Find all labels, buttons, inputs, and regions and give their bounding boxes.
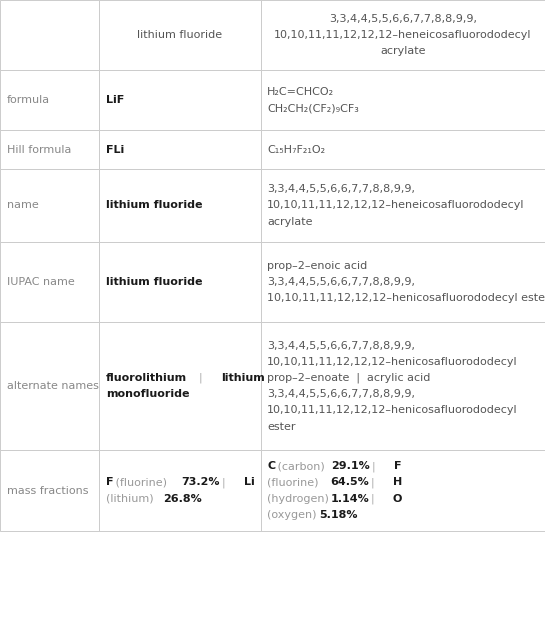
Text: acrylate: acrylate	[380, 46, 426, 56]
Text: FLi: FLi	[106, 144, 124, 155]
Bar	[99, 130, 261, 169]
Text: lithium fluoride: lithium fluoride	[137, 30, 222, 40]
Text: |: |	[192, 373, 210, 383]
Bar	[261, 450, 545, 531]
Text: 1.14%: 1.14%	[331, 494, 370, 503]
Bar	[99, 450, 261, 531]
Text: F: F	[106, 478, 113, 487]
Text: 3,3,4,4,5,5,6,6,7,7,8,8,9,9,: 3,3,4,4,5,5,6,6,7,7,8,8,9,9,	[267, 389, 415, 399]
Text: 3,3,4,4,5,5,6,6,7,7,8,8,9,9,: 3,3,4,4,5,5,6,6,7,7,8,8,9,9,	[267, 341, 415, 351]
Text: C: C	[267, 462, 275, 471]
Text: lithium fluoride: lithium fluoride	[106, 277, 202, 287]
Text: |: |	[215, 477, 233, 487]
Bar	[99, 322, 261, 450]
Text: CH₂CH₂(CF₂)₉CF₃: CH₂CH₂(CF₂)₉CF₃	[267, 103, 359, 113]
Bar	[261, 242, 545, 322]
Text: (oxygen): (oxygen)	[267, 510, 320, 520]
Text: IUPAC name: IUPAC name	[7, 277, 74, 287]
Text: O: O	[393, 494, 402, 503]
Text: (fluorine): (fluorine)	[267, 478, 322, 487]
Bar	[99, 242, 261, 322]
Text: lithium fluoride: lithium fluoride	[106, 201, 202, 210]
Bar	[261, 130, 545, 169]
Text: 5.18%: 5.18%	[319, 510, 358, 520]
Text: Li: Li	[244, 478, 255, 487]
Bar	[99, 70, 261, 130]
Bar	[261, 322, 545, 450]
Text: 29.1%: 29.1%	[331, 462, 370, 471]
Text: (fluorine): (fluorine)	[112, 478, 171, 487]
Bar	[99, 0, 261, 70]
Text: 64.5%: 64.5%	[331, 478, 370, 487]
Text: 3,3,4,4,5,5,6,6,7,7,8,8,9,9,: 3,3,4,4,5,5,6,6,7,7,8,8,9,9,	[329, 14, 477, 23]
Bar	[0, 322, 99, 450]
Text: formula: formula	[7, 95, 50, 105]
Text: 10,10,11,11,12,12,12–heneicosafluorododecyl: 10,10,11,11,12,12,12–heneicosafluorodode…	[267, 201, 524, 210]
Text: Hill formula: Hill formula	[7, 144, 71, 155]
Bar	[0, 169, 99, 242]
Text: prop–2–enoate  |  acrylic acid: prop–2–enoate | acrylic acid	[267, 373, 431, 383]
Bar	[0, 0, 99, 70]
Text: |: |	[364, 477, 381, 487]
Text: prop–2–enoic acid: prop–2–enoic acid	[267, 261, 367, 271]
Bar	[261, 70, 545, 130]
Text: 10,10,11,11,12,12,12–henicosafluorododecyl: 10,10,11,11,12,12,12–henicosafluorododec…	[267, 357, 518, 367]
Text: H: H	[393, 478, 402, 487]
Text: lithium: lithium	[221, 373, 265, 383]
Bar	[0, 242, 99, 322]
Text: H₂C=CHCO₂: H₂C=CHCO₂	[267, 87, 334, 97]
Text: 10,10,11,11,12,12,12–heneicosafluorododecyl: 10,10,11,11,12,12,12–heneicosafluorodode…	[274, 30, 531, 40]
Text: acrylate: acrylate	[267, 217, 312, 226]
Text: 26.8%: 26.8%	[164, 494, 202, 503]
Text: 3,3,4,4,5,5,6,6,7,7,8,8,9,9,: 3,3,4,4,5,5,6,6,7,7,8,8,9,9,	[267, 184, 415, 194]
Text: |: |	[364, 494, 381, 504]
Text: (hydrogen): (hydrogen)	[267, 494, 332, 503]
Text: C₁₅H₇F₂₁O₂: C₁₅H₇F₂₁O₂	[267, 144, 325, 155]
Text: ester: ester	[267, 421, 295, 431]
Text: 73.2%: 73.2%	[181, 478, 220, 487]
Text: (carbon): (carbon)	[274, 462, 328, 471]
Text: (lithium): (lithium)	[106, 494, 157, 503]
Text: monofluoride: monofluoride	[106, 389, 189, 399]
Bar	[261, 0, 545, 70]
Text: |: |	[365, 461, 383, 471]
Text: name: name	[7, 201, 38, 210]
Text: 10,10,11,11,12,12,12–henicosafluorododecyl ester: 10,10,11,11,12,12,12–henicosafluorododec…	[267, 293, 545, 303]
Text: fluorolithium: fluorolithium	[106, 373, 187, 383]
Text: mass fractions: mass fractions	[7, 486, 88, 495]
Text: LiF: LiF	[106, 95, 124, 105]
Bar	[99, 169, 261, 242]
Text: 3,3,4,4,5,5,6,6,7,7,8,8,9,9,: 3,3,4,4,5,5,6,6,7,7,8,8,9,9,	[267, 277, 415, 287]
Text: alternate names: alternate names	[7, 381, 99, 391]
Text: 10,10,11,11,12,12,12–henicosafluorododecyl: 10,10,11,11,12,12,12–henicosafluorododec…	[267, 405, 518, 415]
Bar	[261, 169, 545, 242]
Bar	[0, 450, 99, 531]
Text: F: F	[393, 462, 401, 471]
Bar	[0, 130, 99, 169]
Bar	[0, 70, 99, 130]
